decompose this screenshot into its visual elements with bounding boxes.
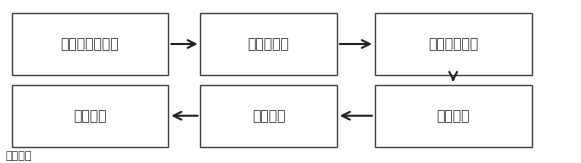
Text: 通信方式: 通信方式 xyxy=(6,151,33,161)
Text: 交通灯原始图像: 交通灯原始图像 xyxy=(61,37,119,51)
FancyBboxPatch shape xyxy=(200,13,337,75)
FancyBboxPatch shape xyxy=(12,85,168,147)
Text: 数字识别: 数字识别 xyxy=(252,109,285,123)
Text: 处理结果: 处理结果 xyxy=(73,109,107,123)
FancyBboxPatch shape xyxy=(375,13,532,75)
FancyBboxPatch shape xyxy=(12,13,168,75)
Text: 颜色空间变换: 颜色空间变换 xyxy=(428,37,478,51)
Text: 交通灯定位: 交通灯定位 xyxy=(248,37,290,51)
Text: 颜色识别: 颜色识别 xyxy=(436,109,470,123)
FancyBboxPatch shape xyxy=(200,85,337,147)
FancyBboxPatch shape xyxy=(375,85,532,147)
